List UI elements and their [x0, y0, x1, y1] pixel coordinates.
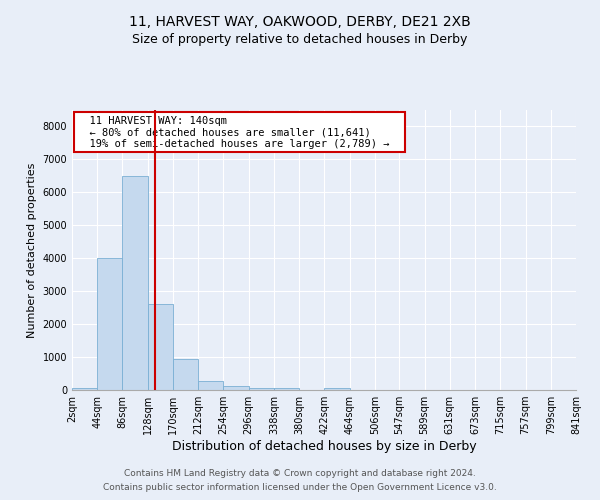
Bar	[248, 388, 274, 390]
Bar	[148, 304, 173, 390]
Bar	[198, 381, 223, 390]
Text: Contains public sector information licensed under the Open Government Licence v3: Contains public sector information licen…	[103, 484, 497, 492]
Text: Size of property relative to detached houses in Derby: Size of property relative to detached ho…	[133, 32, 467, 46]
Bar	[122, 176, 148, 390]
X-axis label: Distribution of detached houses by size in Derby: Distribution of detached houses by size …	[172, 440, 476, 453]
Bar	[325, 388, 350, 390]
Text: 11, HARVEST WAY, OAKWOOD, DERBY, DE21 2XB: 11, HARVEST WAY, OAKWOOD, DERBY, DE21 2X…	[129, 15, 471, 29]
Text: 11 HARVEST WAY: 140sqm  
  ← 80% of detached houses are smaller (11,641)  
  19%: 11 HARVEST WAY: 140sqm ← 80% of detached…	[77, 116, 402, 149]
Y-axis label: Number of detached properties: Number of detached properties	[27, 162, 37, 338]
Bar	[223, 386, 248, 390]
Bar	[173, 358, 198, 390]
Bar	[274, 388, 299, 390]
Bar	[97, 258, 122, 390]
Bar	[72, 388, 97, 390]
Text: Contains HM Land Registry data © Crown copyright and database right 2024.: Contains HM Land Registry data © Crown c…	[124, 468, 476, 477]
